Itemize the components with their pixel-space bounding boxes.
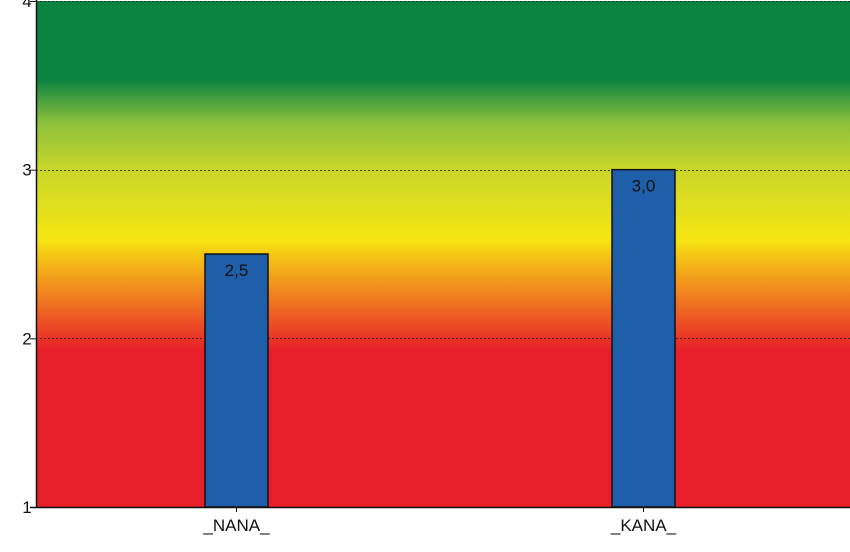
y-tick-label-3: 3 bbox=[22, 161, 31, 180]
plot-background bbox=[36, 1, 850, 507]
labels: 2,5 _NANA_ 3,0 _KANA_ bbox=[202, 177, 676, 535]
bar-value-label-2: 3,0 bbox=[632, 177, 656, 196]
x-tick-label-1: _NANA_ bbox=[202, 516, 270, 535]
bar-1 bbox=[204, 253, 269, 508]
plot-area bbox=[36, 1, 850, 507]
y-tick-label-1: 1 bbox=[22, 498, 31, 517]
y-tick-label-2: 2 bbox=[22, 329, 31, 348]
bar-2 bbox=[611, 168, 676, 508]
bars bbox=[204, 168, 676, 508]
bar-value-label-1: 2,5 bbox=[225, 261, 249, 280]
y-tick-label-4: 4 bbox=[22, 0, 31, 11]
axes: 1 2 3 4 bbox=[22, 0, 850, 517]
x-tick-label-2: _KANA_ bbox=[610, 516, 677, 535]
